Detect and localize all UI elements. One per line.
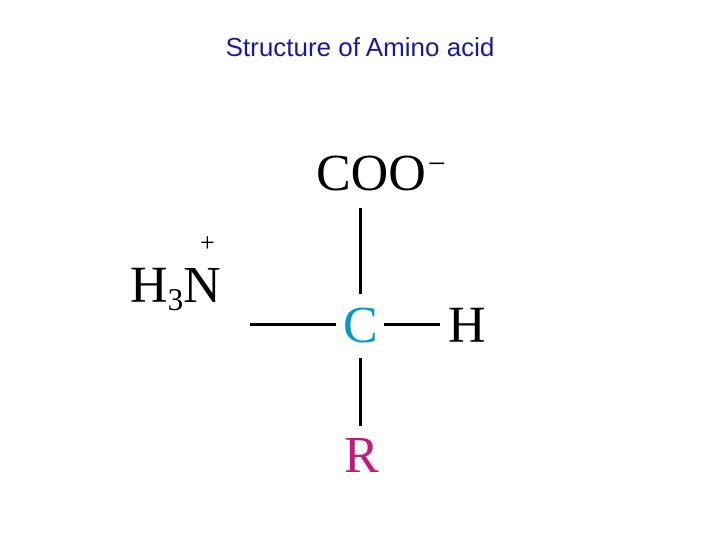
carboxyl-minus-charge: − [428,145,446,181]
central-carbon-label: C [343,300,378,352]
bond-top [359,208,362,294]
bond-right [384,323,440,326]
r-group-label: R [344,430,379,482]
carboxyl-group-label: COO− [316,148,444,200]
diagram-title: Structure of Amino acid [0,32,720,63]
amine-plus-charge: + [200,230,215,256]
bond-left [250,323,336,326]
bond-bottom [359,358,362,426]
amine-n: N [183,257,221,314]
hydrogen-label: H [448,300,486,352]
amine-h: H [130,257,168,314]
amine-group-label: H3N [130,260,221,315]
amine-sub3: 3 [168,282,184,317]
carboxyl-coo: COO [316,145,426,202]
